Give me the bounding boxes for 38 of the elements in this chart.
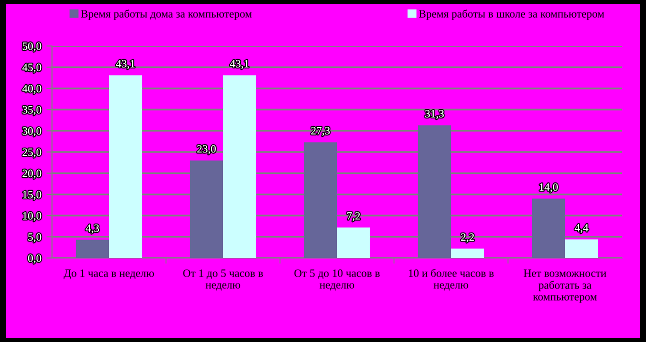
y-tick-label: 25,0	[22, 148, 42, 158]
y-tick-label: 5,0	[28, 233, 42, 242]
data-label: 4,3	[86, 224, 99, 234]
x-tick-label: От 1 до 5 часов в неделю	[183, 269, 263, 291]
y-tick-label: 40,0	[22, 84, 42, 94]
legend-label: Время работы в школе за компьютером	[419, 10, 604, 20]
data-label: 7,2	[347, 212, 360, 222]
y-tick-label: 20,0	[22, 170, 42, 179]
x-tick-label: Нет возможности работать за компьютером	[524, 270, 606, 303]
bar	[418, 125, 451, 258]
bar	[565, 239, 598, 258]
x-tick-label: От 5 до 10 часов в неделю	[294, 269, 380, 291]
bar	[451, 248, 484, 258]
y-tick-label: 30,0	[22, 127, 42, 136]
y-tick-label: 45,0	[22, 64, 42, 73]
bar	[223, 75, 256, 258]
data-label: 2,2	[461, 233, 474, 242]
y-tick-label: 10,0	[23, 212, 42, 222]
data-label: 31,3	[425, 110, 444, 120]
bar	[109, 75, 142, 258]
data-label: 4,4	[574, 224, 588, 234]
bar	[190, 160, 223, 258]
data-label: 23,0	[197, 145, 216, 154]
y-tick-label: 50,0	[22, 42, 42, 52]
y-tick-label: 35,0	[22, 106, 42, 116]
x-tick-label: 10 и более часов в неделю	[408, 268, 494, 291]
data-label: 43,1	[116, 60, 135, 70]
data-label: 27,3	[311, 126, 330, 136]
y-tick-label: 15,0	[23, 190, 42, 200]
bar	[304, 142, 337, 258]
x-tick-label: До 1 часа в неделю	[64, 269, 154, 280]
bar	[337, 227, 370, 258]
bar	[532, 198, 565, 258]
legend-label: Время работы дома за компьютером	[81, 10, 252, 20]
data-label: 43,1	[230, 60, 249, 70]
data-label: 14,0	[540, 183, 558, 192]
bar	[76, 240, 109, 258]
y-tick-label: 0,0	[28, 254, 42, 264]
